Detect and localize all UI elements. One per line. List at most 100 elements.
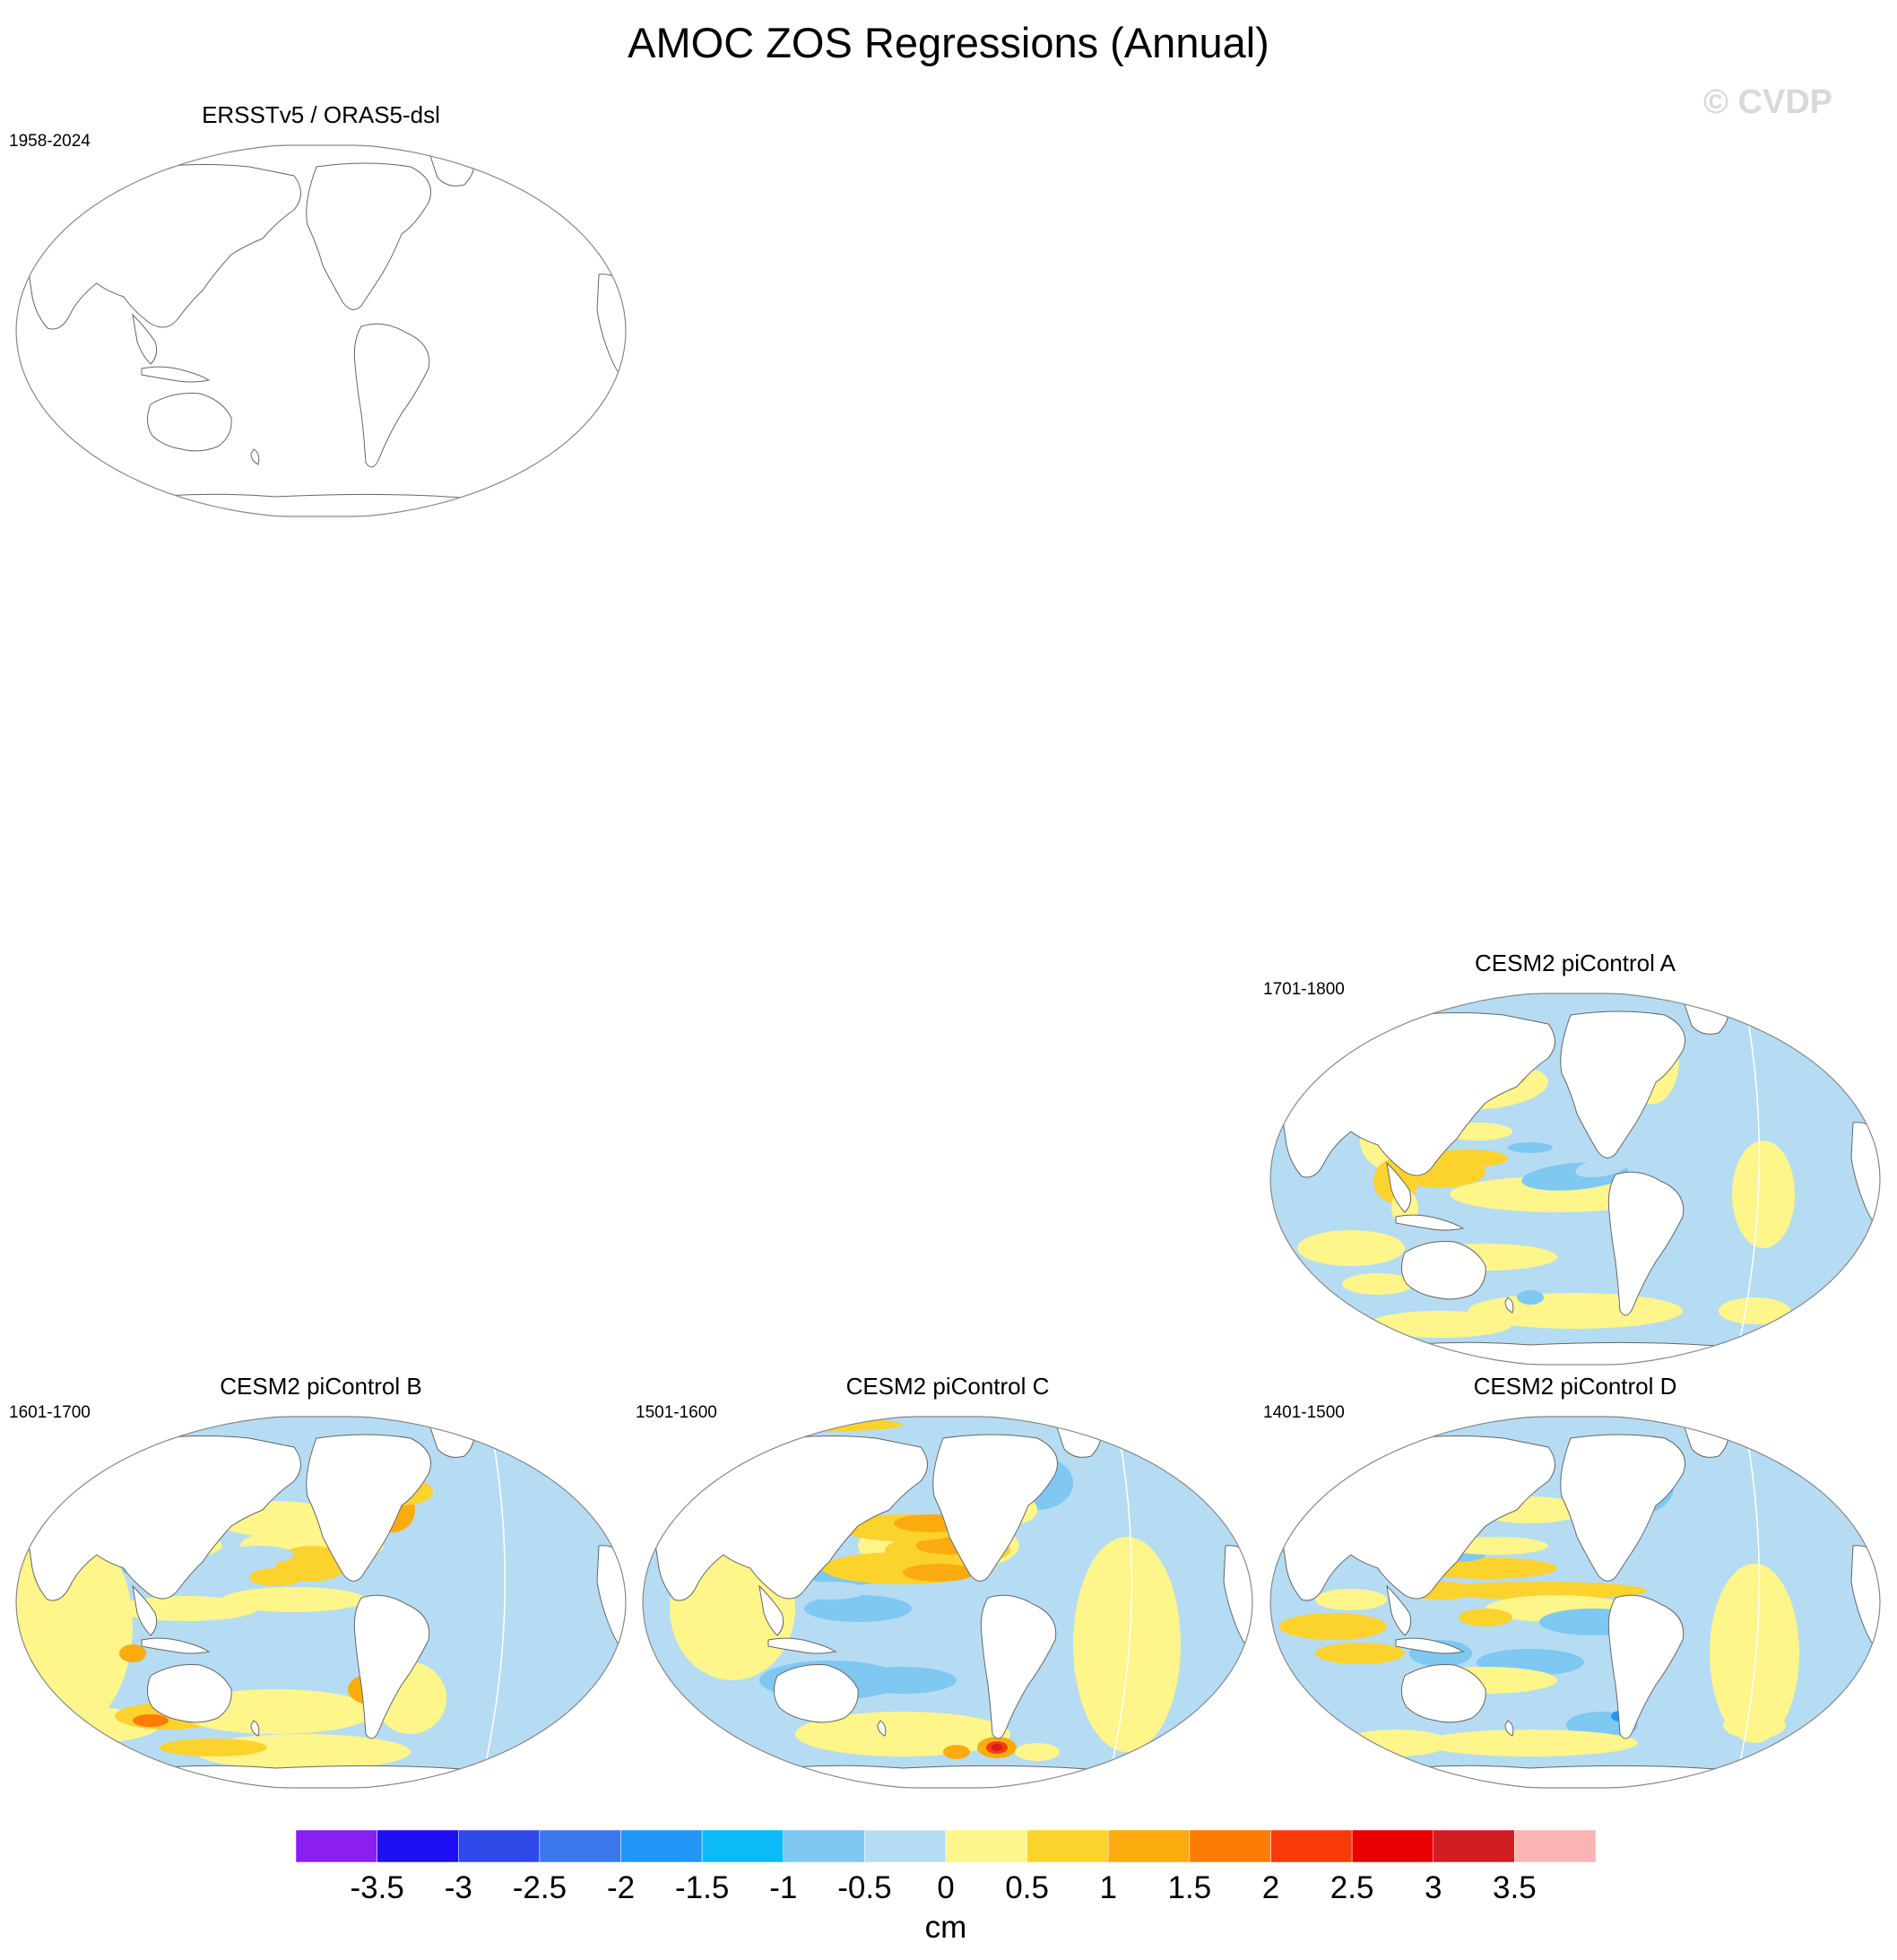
land-northamerica [306, 162, 431, 310]
anomaly-contour [1719, 1297, 1790, 1324]
panel-observations: ERSSTv5 / ORAS5-dsl 1958-2024 [7, 100, 635, 522]
anomaly-contour [119, 1644, 146, 1662]
region-outline [1736, 1428, 1761, 1780]
colorbar-swatch [1189, 1829, 1271, 1863]
land-nz [250, 448, 260, 465]
anomaly-contour [943, 1745, 970, 1759]
colorbar-swatch [377, 1829, 459, 1863]
anomaly-contour [1710, 1564, 1799, 1743]
anomaly-contour [133, 1714, 169, 1727]
anomaly-contour [1459, 1609, 1512, 1626]
anomaly-contour [1315, 1589, 1387, 1610]
colorbar-units: cm [924, 1910, 967, 1945]
anomaly-contour [1342, 1273, 1414, 1295]
colorbar-tick-label: 0 [937, 1870, 955, 1905]
colorbar-swatch [945, 1829, 1027, 1863]
anomaly-contour [1297, 1230, 1405, 1266]
panel-picontrol-d: CESM2 piControl D 1401-1500 [1261, 1372, 1889, 1793]
cvdp-watermark: © CVDP [1703, 83, 1833, 121]
panel-title: ERSSTv5 / ORAS5-dsl [202, 101, 440, 128]
anomaly-contour [1015, 1743, 1060, 1761]
panel-title: CESM2 piControl A [1475, 950, 1676, 976]
land-australia [147, 1664, 232, 1723]
colorbar-swatch [620, 1829, 703, 1863]
map-outline [15, 144, 627, 517]
land-australia [1401, 1664, 1486, 1723]
colorbar-tick-label: -1.5 [674, 1870, 730, 1905]
colorbar: -3.5 -3 -2.5 -2 -1.5 -1 -0.5 0 0.5 1 1.5 2 2.5 3 3.5 c… [296, 1829, 1596, 1955]
land-indochina [758, 1584, 784, 1636]
anomaly-contour [849, 1667, 957, 1694]
land-africa [596, 273, 626, 384]
region-outline [1108, 1428, 1133, 1780]
panel-period: 1501-1600 [636, 1403, 717, 1422]
land-indonesia [1395, 1214, 1465, 1231]
anomaly-contour [249, 1568, 303, 1586]
anomaly-contour [1732, 1140, 1795, 1248]
panel-picontrol-b: CESM2 piControl B 1601-1700 [7, 1372, 635, 1793]
anomaly-contour [1315, 1643, 1405, 1664]
colorbar-swatch [1108, 1829, 1191, 1863]
anomaly-contour [804, 1595, 912, 1622]
map-outline [642, 1416, 1253, 1789]
colorbar-swatch [1026, 1829, 1109, 1863]
colorbar-swatch [539, 1829, 621, 1863]
land-indochina [1386, 1584, 1412, 1636]
land-indonesia [1395, 1637, 1465, 1654]
colorbar-tick-label: -2.5 [512, 1870, 567, 1905]
colorbar-swatch [1270, 1829, 1353, 1863]
anomaly-contour [222, 1587, 366, 1612]
land-southamerica [1607, 1594, 1685, 1739]
colorbar-swatches [296, 1829, 1596, 1863]
colorbar-tick-label: 1 [1099, 1870, 1117, 1905]
map-plot [15, 144, 627, 517]
map-outline [1269, 1416, 1881, 1789]
land-antarctica [1350, 1765, 1845, 1788]
colorbar-swatch [1514, 1829, 1596, 1863]
land-antarctica [723, 1765, 1217, 1788]
land-antarctica [1350, 1341, 1845, 1365]
panel-period: 1701-1800 [1263, 980, 1345, 999]
colorbar-tick-label: 0.5 [1005, 1870, 1049, 1905]
colorbar-swatch [864, 1829, 947, 1863]
land-nz [250, 1720, 260, 1737]
anomaly-contour [1423, 1730, 1638, 1756]
region-outline [481, 1428, 507, 1780]
land-southamerica [353, 323, 430, 468]
anomaly-contour [1073, 1537, 1181, 1752]
land-southamerica [353, 1594, 430, 1739]
colorbar-swatch [701, 1829, 784, 1863]
land-nz [877, 1720, 887, 1737]
land-southamerica [980, 1594, 1057, 1739]
colorbar-swatch [458, 1829, 541, 1863]
colorbar-tick-label: 2.5 [1330, 1870, 1374, 1905]
land-indonesia [141, 1637, 211, 1654]
colorbar-swatch [1351, 1829, 1434, 1863]
anomaly-contour [876, 1644, 983, 1662]
land-greenland [428, 149, 475, 186]
land-northamerica [1560, 1010, 1685, 1158]
anomaly-contour [1432, 1582, 1647, 1600]
anomaly-contour [795, 1582, 867, 1600]
map-plot [15, 1416, 627, 1789]
land-northamerica [932, 1434, 1058, 1582]
land-southamerica [1607, 1171, 1685, 1316]
colorbar-tick-labels: -3.5 -3 -2.5 -2 -1.5 -1 -0.5 0 0.5 1 1.5 2 2.5 3 3.5 [296, 1870, 1596, 1910]
anomaly-contour [1723, 1712, 1786, 1739]
panel-picontrol-c: CESM2 piControl C 1501-1600 [634, 1372, 1261, 1793]
land-indochina [132, 1584, 158, 1636]
land-australia [1401, 1241, 1486, 1300]
colorbar-tick-label: -0.5 [837, 1870, 892, 1905]
land-indonesia [141, 366, 211, 383]
land-antarctica [96, 1765, 591, 1788]
land-northamerica [306, 1434, 431, 1582]
land-antarctica [96, 493, 591, 516]
land-australia [774, 1664, 859, 1723]
panel-title: CESM2 piControl B [220, 1373, 422, 1400]
anomaly-contour [1575, 1157, 1629, 1178]
anomaly-contour [903, 1564, 974, 1582]
colorbar-swatch [296, 1829, 377, 1863]
colorbar-tick-label: 3 [1425, 1870, 1442, 1905]
land-nz [1504, 1297, 1514, 1314]
colorbar-tick-label: -3.5 [350, 1870, 404, 1905]
